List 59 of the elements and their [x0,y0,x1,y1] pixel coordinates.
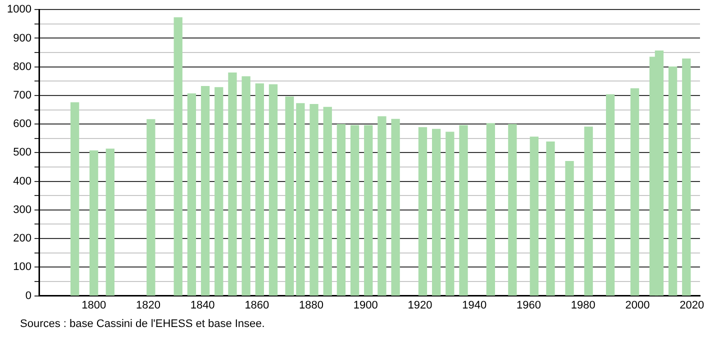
y-tick-label: 600 [13,118,32,130]
bar [350,125,360,296]
x-tick-label: 1920 [408,299,432,312]
x-tick-label: 1940 [462,299,487,312]
bar [228,72,237,296]
bar [200,86,210,296]
bar [565,160,574,296]
bar [364,125,373,296]
bar [310,104,318,296]
bar [214,87,224,296]
bar [584,126,593,296]
bar [486,123,496,296]
bar [285,96,294,296]
x-tick-label: 1820 [136,299,160,312]
y-tick-label: 700 [13,89,32,102]
bar [336,124,346,296]
bar [630,88,640,296]
source-note: Sources : base Cassini de l'EHESS et base Insee. [20,318,265,330]
bar [446,132,454,296]
x-tick-label: 2020 [680,299,704,312]
bar [432,128,441,296]
x-tick-label: 1900 [353,299,378,312]
bar [90,150,98,296]
bar [378,116,386,296]
bar [187,93,196,296]
x-tick-label: 1840 [190,299,215,312]
y-tick-label: 300 [13,204,32,216]
y-tick-label: 1000 [6,4,32,16]
y-tick-label: 500 [13,146,32,159]
bar [106,148,114,296]
x-tick-label: 1960 [516,299,541,312]
bar [242,76,250,296]
y-tick-label: 100 [13,261,32,274]
bar [682,58,691,296]
y-tick-label: 800 [13,60,32,73]
bar [296,103,305,296]
y-tick-label: 400 [13,175,32,188]
bar [459,125,468,296]
bar [391,118,400,296]
x-tick-label: 1860 [244,299,270,312]
bar [268,84,278,296]
x-tick-label: 1980 [570,299,596,312]
bar [146,119,156,296]
bar [606,94,615,296]
y-tick-label: 0 [25,290,32,302]
bar [530,136,539,296]
y-tick-label: 200 [13,232,32,245]
bar [323,106,332,296]
bar [255,83,264,296]
bar [546,141,555,296]
bar [508,124,517,296]
bar [668,66,678,296]
x-tick-label: 1880 [299,299,324,312]
bar [418,127,428,296]
bar [174,17,182,296]
bar [70,102,80,296]
x-tick-label: 1800 [82,299,106,312]
y-tick-label: 900 [13,32,32,44]
x-tick-label: 2000 [625,299,650,312]
